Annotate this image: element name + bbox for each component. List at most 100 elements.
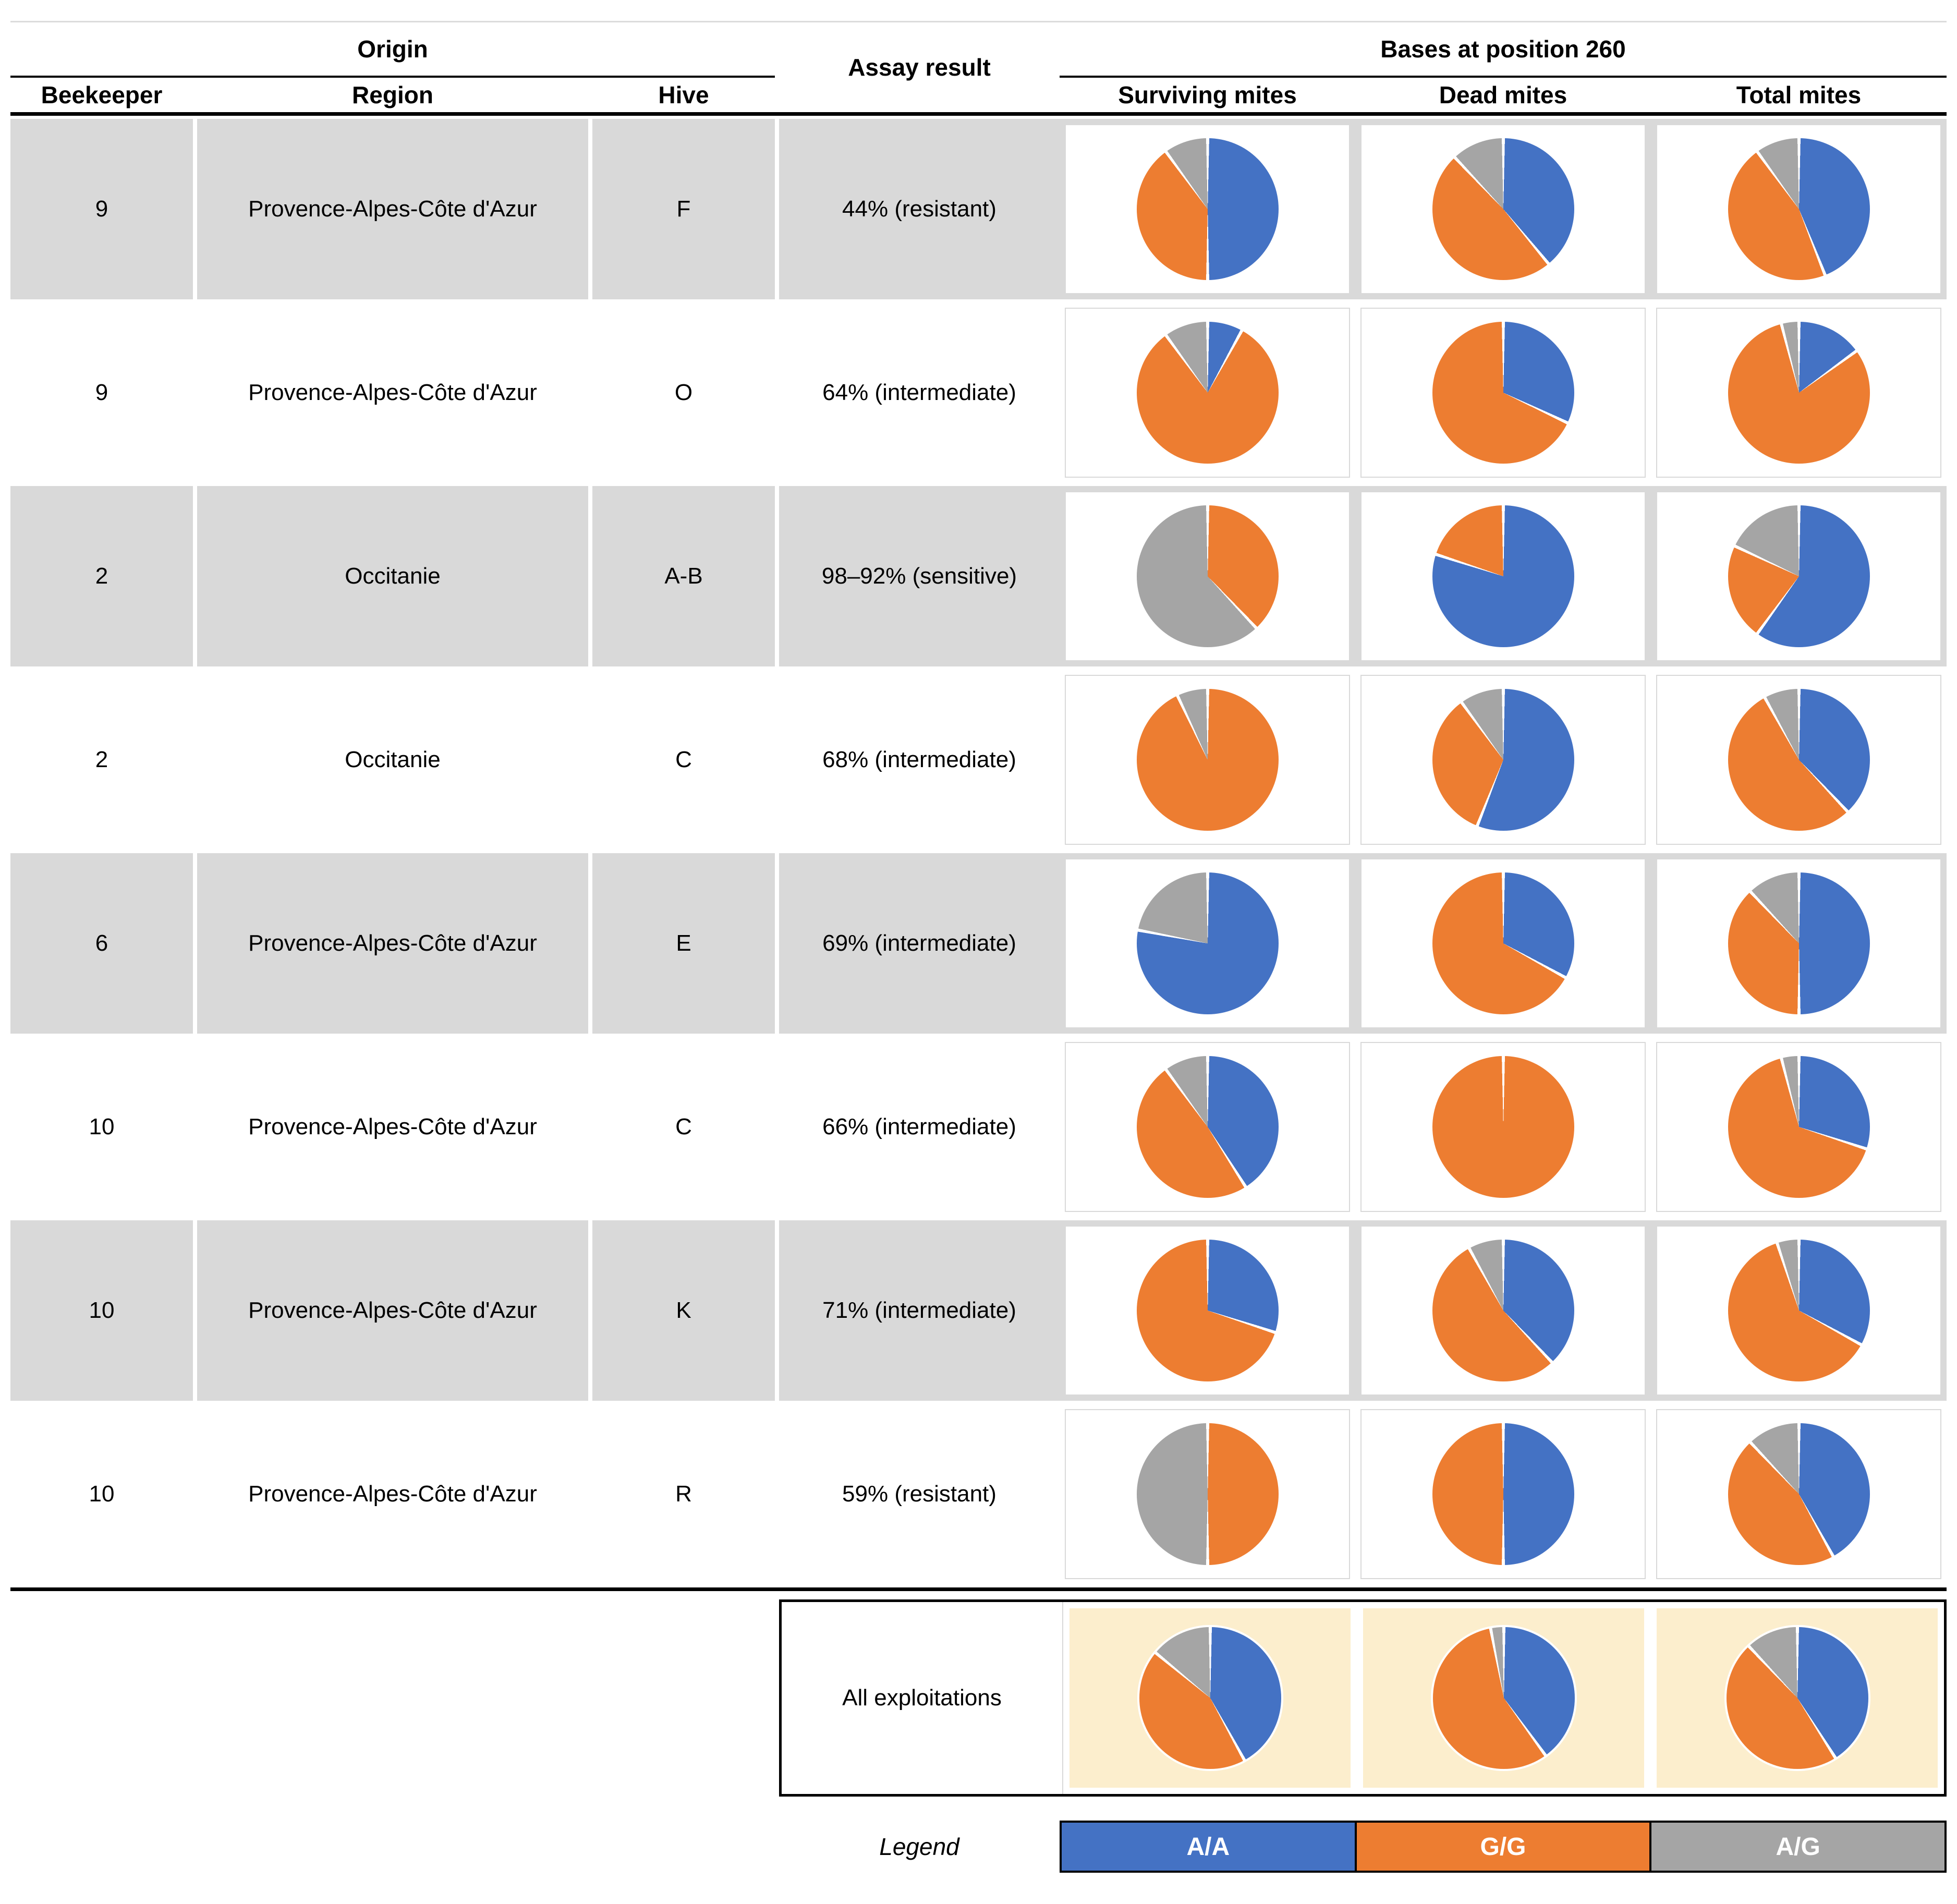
header-pie-columns: Surviving mites Dead mites Total mites [1060, 78, 1947, 112]
hive-cell: A-B [592, 486, 775, 666]
summary-pie-cell-total [1657, 1608, 1938, 1788]
summary-pie-chart-dead [1432, 1627, 1575, 1769]
assay-result-cell: 64% (intermediate) [822, 380, 1016, 405]
pie-cell-dead [1360, 124, 1646, 294]
table-row: 2 Occitanie A-B 98–92% (sensitive) [10, 486, 1947, 666]
pie-cells [1060, 670, 1947, 850]
pie-chart-surviving [1136, 872, 1279, 1014]
table-row: 10 Provence-Alpes-Côte d'Azur R 59% (res… [10, 1404, 1947, 1584]
pie-chart-surviving [1136, 1423, 1279, 1565]
pie-chart-total [1728, 1240, 1870, 1381]
pie-cells [1060, 1037, 1947, 1217]
header-total-mites: Total mites [1736, 81, 1862, 108]
table-row: 10 Provence-Alpes-Côte d'Azur K 71% (int… [10, 1220, 1947, 1401]
pie-cell-dead [1360, 1042, 1646, 1212]
beekeeper-cell: 2 [95, 747, 108, 772]
beekeeper-cell: 9 [10, 119, 193, 299]
pie-chart-total [1728, 505, 1870, 647]
table-row: 2 Occitanie C 68% (intermediate) [10, 670, 1947, 850]
header-region: Region [352, 81, 433, 108]
summary-label: All exploitations [782, 1602, 1063, 1794]
header-origin-label: Origin [357, 35, 428, 63]
pie-chart-surviving [1136, 1240, 1279, 1381]
region-cell: Provence-Alpes-Côte d'Azur [197, 119, 588, 299]
header-origin: Origin [10, 22, 775, 78]
pie-cell-dead [1360, 1226, 1646, 1396]
beekeeper-cell: 10 [10, 1220, 193, 1401]
header-assay-result: Assay result [848, 54, 991, 81]
header-hive: Hive [658, 81, 709, 108]
hive-cell: K [592, 1220, 775, 1401]
legend-row: Legend A/A G/G A/G [10, 1821, 1947, 1873]
legend-swatch-gg: G/G [1354, 1823, 1650, 1871]
legend-title: Legend [879, 1833, 959, 1860]
header-bases: Bases at position 260 [1060, 22, 1947, 78]
pie-cell-total [1656, 1226, 1941, 1396]
legend-spacer [10, 1821, 779, 1873]
region-cell: Occitanie [197, 486, 588, 666]
hive-cell: F [592, 119, 775, 299]
pie-cell-surviving [1065, 308, 1350, 478]
pie-chart-total [1728, 689, 1870, 831]
header-beekeeper: Beekeeper [41, 81, 163, 108]
pie-cells [1060, 853, 1947, 1034]
legend-swatch-aa: A/A [1062, 1823, 1355, 1871]
region-cell: Provence-Alpes-Côte d'Azur [248, 1114, 537, 1139]
assay-result-cell: 69% (intermediate) [779, 853, 1060, 1034]
pie-chart-dead [1432, 1056, 1574, 1198]
legend-boxes: A/A G/G A/G [1060, 1821, 1947, 1873]
assay-result-cell: 71% (intermediate) [779, 1220, 1060, 1401]
summary-pie-chart-total [1726, 1627, 1868, 1769]
header-dead-mites: Dead mites [1439, 81, 1567, 108]
pie-cell-surviving [1065, 1409, 1350, 1579]
pie-chart-total [1728, 322, 1870, 464]
beekeeper-cell: 10 [89, 1114, 115, 1139]
pie-cell-surviving [1065, 675, 1350, 845]
table-row: 6 Provence-Alpes-Côte d'Azur E 69% (inte… [10, 853, 1947, 1034]
table-header: Origin Bases at position 260 Beekeeper R… [10, 21, 1947, 116]
pie-chart-surviving [1136, 505, 1279, 647]
assay-result-cell: 68% (intermediate) [822, 747, 1016, 772]
hive-cell: R [675, 1481, 692, 1507]
pie-cell-total [1656, 858, 1941, 1028]
pie-chart-total [1728, 138, 1870, 280]
pie-cell-dead [1360, 308, 1646, 478]
assay-result-cell: 66% (intermediate) [822, 1114, 1016, 1139]
summary-pie-cell-surviving [1069, 1608, 1351, 1788]
header-bases-label: Bases at position 260 [1380, 35, 1626, 63]
pie-cell-total [1656, 1042, 1941, 1212]
hive-cell: C [675, 747, 692, 772]
header-group-row: Origin Bases at position 260 [10, 22, 1947, 78]
pie-cell-surviving [1065, 491, 1350, 661]
pie-cell-total [1656, 308, 1941, 478]
hive-cell: O [674, 380, 693, 405]
beekeeper-cell: 6 [10, 853, 193, 1034]
pie-cell-surviving [1065, 1042, 1350, 1212]
pie-chart-surviving [1136, 689, 1279, 831]
pie-cell-total [1656, 124, 1941, 294]
pie-chart-surviving [1136, 138, 1279, 280]
region-cell: Provence-Alpes-Côte d'Azur [197, 1220, 588, 1401]
pie-chart-total [1728, 1423, 1870, 1565]
beekeeper-cell: 10 [89, 1481, 115, 1507]
pie-cells [1060, 486, 1947, 666]
pie-cell-total [1656, 675, 1941, 845]
pie-cell-surviving [1065, 858, 1350, 1028]
pie-chart-total [1728, 1056, 1870, 1198]
header-sub-row: Beekeeper Region Hive Surviving mites De… [10, 78, 1947, 112]
assay-result-cell: 59% (resistant) [842, 1481, 996, 1507]
summary-spacer [10, 1599, 779, 1797]
pie-chart-total [1728, 872, 1870, 1014]
pie-chart-dead [1432, 1240, 1574, 1381]
pie-cell-dead [1360, 858, 1646, 1028]
pie-cell-surviving [1065, 1226, 1350, 1396]
pie-cell-total [1656, 491, 1941, 661]
pie-chart-surviving [1136, 322, 1279, 464]
pie-cell-surviving [1065, 124, 1350, 294]
pie-cell-dead [1360, 491, 1646, 661]
pie-chart-dead [1432, 505, 1574, 647]
hive-cell: C [675, 1114, 692, 1139]
genotype-table: Origin Bases at position 260 Beekeeper R… [10, 21, 1947, 1873]
table-row: 10 Provence-Alpes-Côte d'Azur C 66% (int… [10, 1037, 1947, 1217]
table-row: 9 Provence-Alpes-Côte d'Azur F 44% (resi… [10, 119, 1947, 299]
